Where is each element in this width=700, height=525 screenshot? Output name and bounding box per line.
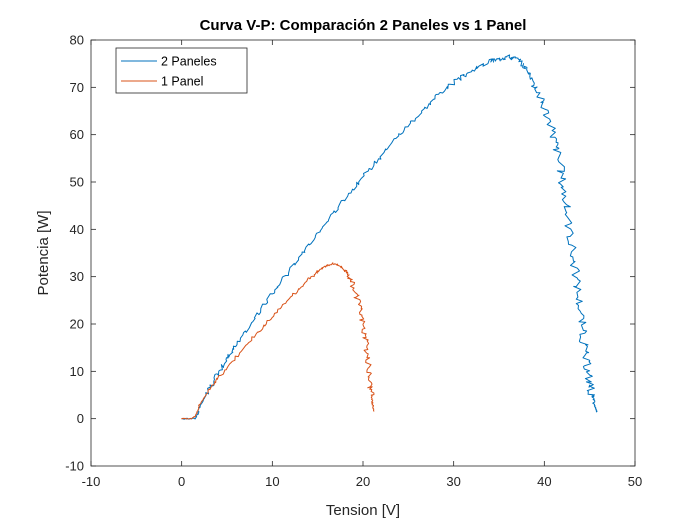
x-tick-label: 40: [537, 474, 551, 489]
x-tick-label: 0: [178, 474, 185, 489]
legend: 2 Paneles 1 Panel: [115, 47, 248, 94]
x-axis-label: Tension [V]: [326, 502, 400, 519]
y-tick-label: 20: [70, 317, 84, 332]
y-tick-label: 50: [70, 175, 84, 190]
y-axis-label: Potencia [W]: [35, 210, 52, 295]
plot-area: [91, 40, 635, 466]
y-tick-label: 40: [70, 222, 84, 237]
x-tick-label: -10: [82, 474, 101, 489]
legend-box: [115, 47, 248, 94]
legend-label-1-panel: 1 Panel: [161, 75, 203, 89]
series-line-2-paneles: [181, 54, 598, 420]
y-tick-label: 60: [70, 127, 84, 142]
plot-lines: [181, 54, 598, 420]
y-tick-label: -10: [65, 459, 84, 474]
axes: -10 0 10 20 30 40 50 -10 0 10 20 30 40 50 60 70 80: [65, 33, 642, 490]
y-tick-label: 0: [77, 411, 84, 426]
x-tick-label: 20: [356, 474, 370, 489]
y-tick-label: 70: [70, 80, 84, 95]
y-tick-label: 10: [70, 364, 84, 379]
y-tick-label: 80: [70, 33, 84, 48]
chart-title: Curva V-P: Comparación 2 Paneles vs 1 Pa…: [200, 17, 527, 34]
x-tick-label: 50: [628, 474, 642, 489]
ticks: -10 0 10 20 30 40 50 -10 0 10 20 30 40 50 60 70 80: [65, 33, 642, 490]
y-tick-label: 30: [70, 269, 84, 284]
x-tick-label: 10: [265, 474, 279, 489]
legend-label-2-paneles: 2 Paneles: [161, 55, 217, 69]
series-line-1-panel: [181, 262, 375, 420]
x-tick-label: 30: [446, 474, 460, 489]
